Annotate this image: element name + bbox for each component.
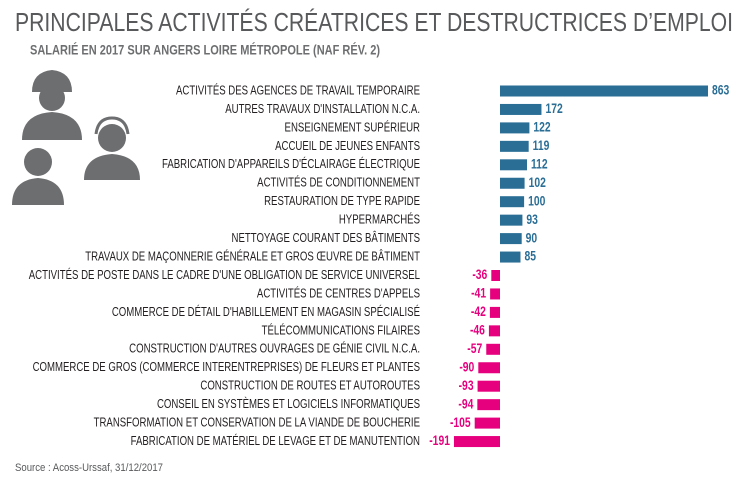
category-label: FABRICATION DE MATÉRIEL DE LEVAGE ET DE … — [131, 434, 420, 449]
category-label: ACTIVITÉS DES AGENCES DE TRAVAIL TEMPORA… — [176, 83, 420, 98]
value-label: 100 — [528, 193, 545, 209]
bar — [477, 380, 500, 392]
value-label: -94 — [458, 396, 473, 412]
value-label: 863 — [712, 82, 729, 98]
category-label: COMMERCE DE GROS (COMMERCE INTERENTREPRI… — [33, 361, 421, 375]
bar — [491, 270, 500, 281]
bar — [474, 417, 500, 429]
category-label: ENSEIGNEMENT SUPÉRIEUR — [285, 120, 420, 135]
value-label: 172 — [545, 101, 562, 117]
category-label: ACTIVITÉS DE POSTE DANS LE CADRE D'UNE O… — [29, 268, 420, 283]
category-label: RESTAURATION DE TYPE RAPIDE — [264, 195, 420, 209]
bar — [500, 122, 530, 134]
category-label: CONSTRUCTION D'AUTRES OUVRAGES DE GÉNIE … — [129, 341, 420, 356]
bar — [453, 436, 500, 448]
chart-subtitle: SALARIÉ EN 2017 SUR ANGERS LOIRE MÉTROPO… — [30, 42, 380, 58]
category-label: ACTIVITÉS DE CONDITIONNEMENT — [257, 175, 420, 190]
category-label: NETTOYAGE COURANT DES BÂTIMENTS — [232, 231, 421, 246]
bar — [478, 362, 500, 374]
value-label: -105 — [450, 414, 471, 430]
category-label: ACTIVITÉS DE CENTRES D'APPELS — [257, 286, 420, 301]
bar — [486, 343, 500, 355]
bar — [500, 103, 542, 115]
category-label: FABRICATION D'APPAREILS D'ÉCLAIRAGE ÉLEC… — [162, 157, 420, 172]
bar — [500, 196, 525, 208]
category-label: AUTRES TRAVAUX D'INSTALLATION N.C.A. — [225, 103, 420, 117]
category-label: CONSTRUCTION DE ROUTES ET AUTOROUTES — [200, 379, 420, 393]
bar — [500, 177, 525, 189]
bar — [489, 306, 500, 318]
bar — [488, 325, 500, 337]
category-label: TRAVAUX DE MAÇONNERIE GÉNÉRALE ET GROS Œ… — [85, 249, 420, 264]
value-label: -57 — [467, 340, 482, 356]
value-label: 85 — [524, 248, 536, 264]
value-label: -46 — [470, 322, 485, 338]
value-label: -42 — [471, 304, 486, 320]
value-label: 90 — [526, 230, 538, 246]
value-label: -90 — [459, 359, 474, 375]
value-label: 122 — [533, 119, 550, 135]
value-label: 93 — [526, 211, 538, 227]
category-label: CONSEIL EN SYSTÈMES ET LOGICIELS INFORMA… — [157, 397, 420, 412]
category-label: TÉLÉCOMMUNICATIONS FILAIRES — [262, 323, 421, 338]
value-label: -41 — [471, 285, 486, 301]
source: Source : Acoss-Urssaf, 31/12/2017 — [15, 462, 163, 474]
value-label: 112 — [531, 156, 548, 172]
value-label: -191 — [429, 433, 450, 449]
people-icons — [12, 70, 140, 205]
value-label: 102 — [529, 174, 546, 190]
chart-title: PRINCIPALES ACTIVITÉS CRÉATRICES ET DEST… — [15, 7, 733, 37]
value-label: -93 — [459, 377, 474, 393]
category-label: COMMERCE DE DÉTAIL D'HABILLEMENT EN MAGA… — [112, 304, 420, 319]
category-label: ACCUEIL DE JEUNES ENFANTS — [275, 140, 420, 154]
bar — [500, 85, 708, 97]
bar — [490, 288, 500, 300]
bar — [477, 399, 500, 411]
bar — [500, 214, 523, 226]
bar — [500, 140, 529, 152]
bar — [500, 233, 522, 245]
value-label: 119 — [533, 138, 550, 154]
bar — [500, 251, 521, 263]
bar — [500, 159, 527, 171]
category-label: HYPERMARCHÉS — [339, 212, 420, 227]
value-label: -36 — [472, 267, 487, 283]
category-label: TRANSFORMATION ET CONSERVATION DE LA VIA… — [94, 416, 421, 430]
